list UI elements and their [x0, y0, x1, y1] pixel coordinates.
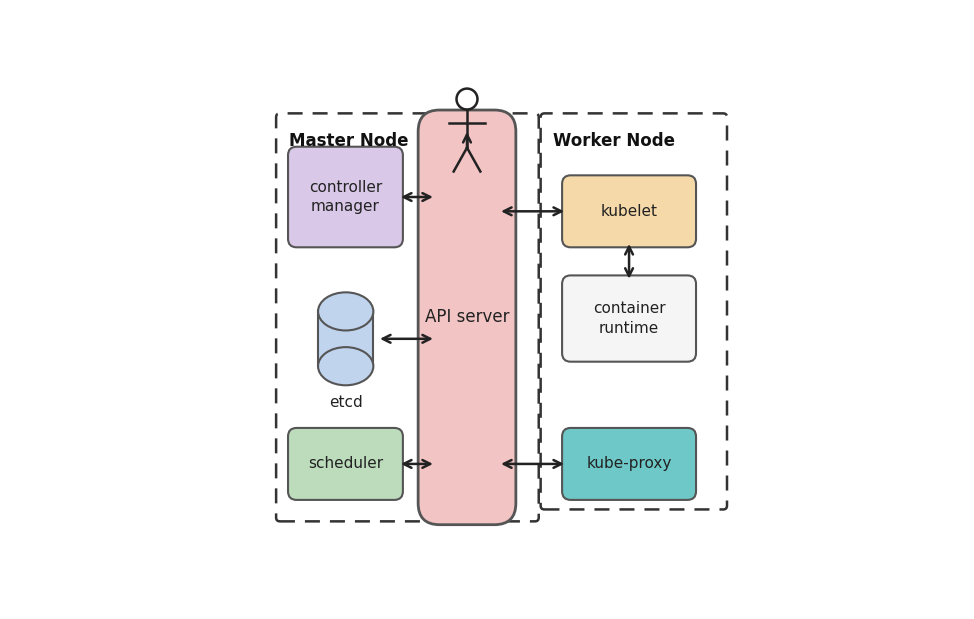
FancyBboxPatch shape [418, 110, 516, 525]
FancyBboxPatch shape [562, 428, 696, 500]
Polygon shape [318, 311, 373, 366]
FancyBboxPatch shape [288, 147, 403, 248]
FancyBboxPatch shape [288, 428, 403, 500]
Ellipse shape [318, 347, 373, 385]
Text: kube-proxy: kube-proxy [586, 456, 672, 472]
Text: scheduler: scheduler [308, 456, 383, 472]
Text: API server: API server [425, 308, 509, 326]
Text: Master Node: Master Node [288, 132, 408, 150]
FancyBboxPatch shape [562, 275, 696, 361]
Text: container
runtime: container runtime [593, 301, 665, 336]
Text: kubelet: kubelet [601, 204, 657, 219]
FancyBboxPatch shape [562, 175, 696, 248]
Ellipse shape [318, 292, 373, 331]
Text: etcd: etcd [329, 395, 362, 410]
Text: controller
manager: controller manager [309, 180, 382, 214]
Text: Worker Node: Worker Node [553, 132, 675, 150]
